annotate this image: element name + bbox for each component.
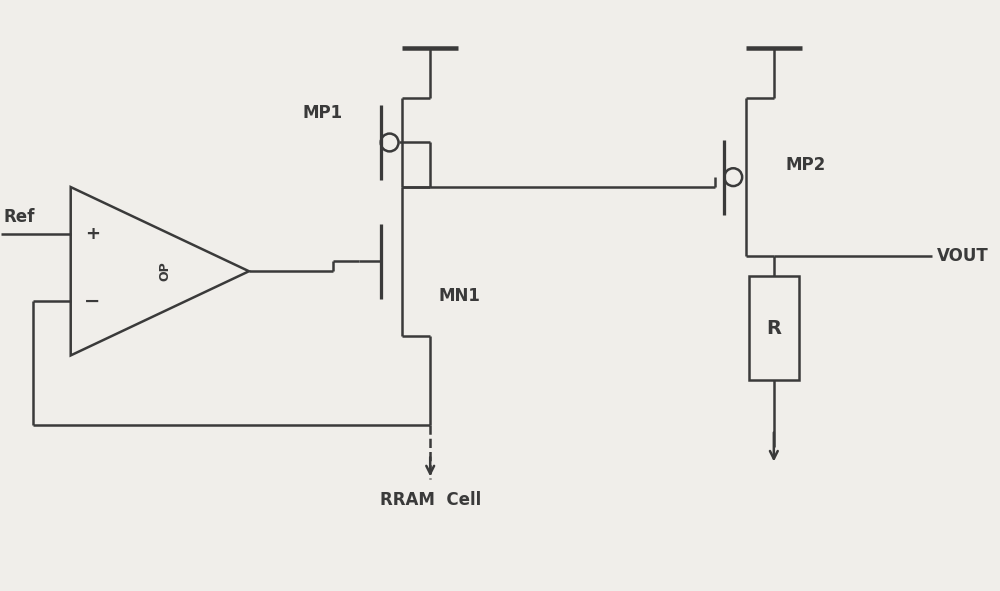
Text: R: R bbox=[766, 319, 781, 337]
Text: Ref: Ref bbox=[3, 207, 35, 226]
Text: VOUT: VOUT bbox=[937, 248, 989, 265]
Text: +: + bbox=[85, 225, 100, 242]
Text: −: − bbox=[84, 291, 101, 310]
Text: MP2: MP2 bbox=[786, 156, 826, 174]
Text: MN1: MN1 bbox=[438, 287, 480, 305]
Bar bbox=[749, 276, 799, 380]
Text: MP1: MP1 bbox=[303, 104, 343, 122]
Text: RRAM  Cell: RRAM Cell bbox=[380, 491, 481, 509]
Text: OP: OP bbox=[158, 261, 171, 281]
